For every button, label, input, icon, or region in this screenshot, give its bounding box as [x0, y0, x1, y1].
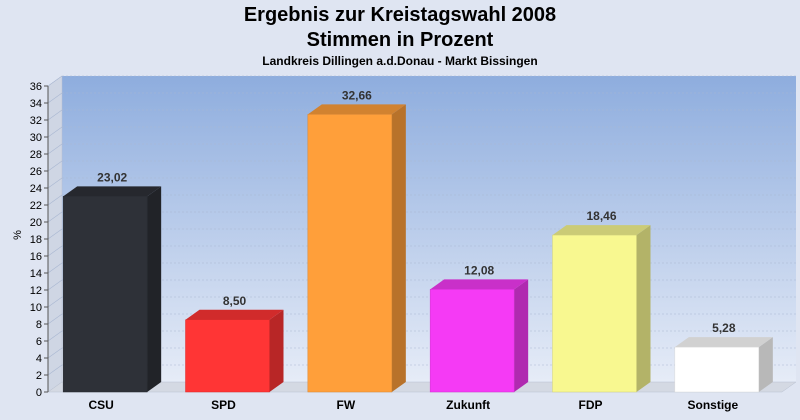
bar-top — [552, 225, 651, 236]
bar — [552, 234, 637, 393]
bar-side — [391, 104, 406, 392]
bar-top — [430, 279, 529, 290]
y-tick-label: 20 — [30, 217, 42, 229]
grid-line — [47, 279, 63, 291]
x-tick-label: Sonstige — [687, 398, 738, 412]
bar — [429, 289, 515, 393]
x-tick-label: CSU — [88, 398, 113, 412]
bar-value-label: 12,08 — [464, 263, 494, 277]
chart-caption: Landkreis Dillingen a.d.Donau - Markt Bi… — [262, 54, 538, 68]
grid-line — [47, 296, 63, 308]
bar-side — [636, 225, 651, 392]
bar-value-label: 18,46 — [586, 209, 616, 223]
y-tick-label: 34 — [30, 98, 42, 110]
y-tick-label: 24 — [30, 183, 42, 195]
grid-line — [47, 211, 63, 223]
y-tick-label: 8 — [36, 319, 42, 331]
grid-line — [47, 75, 63, 87]
grid-line — [47, 109, 63, 121]
y-tick-label: 10 — [30, 302, 42, 314]
y-tick-label: 16 — [30, 251, 42, 263]
grid-line — [47, 313, 63, 325]
x-tick-label: SPD — [211, 398, 236, 412]
grid-line — [47, 245, 63, 257]
bar — [62, 196, 148, 393]
grid-line — [47, 126, 63, 138]
y-tick-label: 2 — [36, 370, 42, 382]
grid-line — [47, 194, 63, 206]
grid-line — [47, 364, 63, 376]
y-tick-label: 0 — [36, 387, 42, 399]
y-tick-label: 4 — [36, 353, 42, 365]
bar-side — [269, 309, 284, 392]
bar-value-label: 23,02 — [97, 170, 127, 184]
grid-line — [47, 347, 63, 359]
y-tick-label: 14 — [30, 268, 42, 280]
y-tick-label: 22 — [30, 200, 42, 212]
bar-top — [63, 186, 162, 197]
grid-line — [47, 143, 63, 155]
x-tick-label: FW — [337, 398, 356, 412]
grid-line — [47, 160, 63, 172]
grid-line — [47, 262, 63, 274]
y-tick-label: 18 — [30, 234, 42, 246]
bar-value-label: 5,28 — [712, 321, 736, 335]
bar-top — [307, 104, 406, 115]
y-tick-label: 30 — [30, 132, 42, 144]
y-tick-label: 36 — [30, 81, 42, 93]
x-tick-label: FDP — [579, 398, 603, 412]
x-tick-label: Zukunft — [446, 398, 490, 412]
bar-top — [185, 309, 284, 320]
y-axis-label: % — [12, 230, 24, 240]
bar — [185, 319, 270, 393]
grid-line — [47, 92, 63, 104]
y-tick-label: 12 — [30, 285, 42, 297]
bar-side — [758, 337, 773, 392]
y-tick-label: 26 — [30, 166, 42, 178]
bar-top — [674, 337, 773, 348]
grid-line — [47, 330, 63, 342]
bar-side — [147, 186, 162, 392]
chart-subtitle: Stimmen in Prozent — [306, 29, 494, 51]
bar-side — [514, 279, 529, 392]
bar — [307, 114, 393, 393]
y-tick-label: 6 — [36, 336, 42, 348]
y-tick-label: 28 — [30, 149, 42, 161]
grid-line — [47, 177, 63, 189]
bar-value-label: 32,66 — [342, 88, 372, 102]
bar-value-label: 8,50 — [223, 294, 247, 308]
y-tick-label: 32 — [30, 115, 42, 127]
chart-title: Ergebnis zur Kreistagswahl 2008 — [243, 4, 557, 26]
grid-line — [47, 228, 63, 240]
bar — [674, 346, 760, 393]
bars: 23,02 CSU 8,50 SPD 32,66 FW 12,08 Zukunft 18,46 F… — [62, 88, 773, 412]
